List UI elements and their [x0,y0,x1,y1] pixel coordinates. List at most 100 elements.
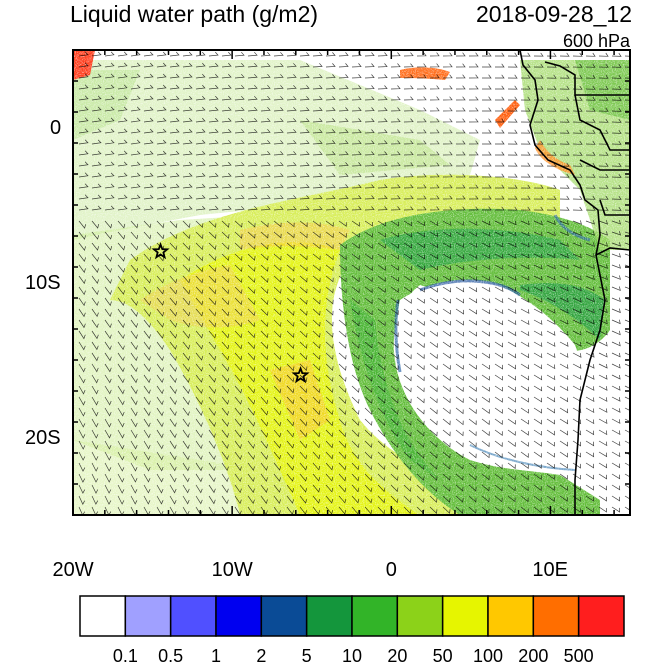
wind-barb [260,150,271,156]
wind-barb [117,319,125,329]
wind-barb [234,297,243,306]
wind-barb [221,418,229,427]
wind-barb [195,264,204,273]
wind-barb [546,96,557,101]
wind-barb [520,341,530,348]
wind-barb [611,230,622,236]
wind-barb [182,418,190,428]
wind-barb [468,195,479,200]
wind-barb [351,308,360,316]
wind-barb [455,129,466,134]
wind-barb [624,242,630,246]
wind-barb [91,495,99,505]
wind-barb [624,231,630,235]
wind-barb [260,473,268,482]
wind-barb [546,396,556,403]
map-plot-area [73,50,630,515]
wind-barb [195,242,204,251]
wind-barb [507,341,517,348]
wind-barb [312,96,323,101]
wind-barb [520,220,530,226]
wind-barb [104,183,115,189]
wind-barb [312,63,323,68]
wind-barb [624,418,630,423]
wind-barb [234,484,242,494]
wind-barb [507,264,517,270]
wind-barb [390,275,399,282]
wind-barb [234,451,242,460]
wind-barb [273,308,282,316]
wind-barb [559,184,570,189]
wind-barb [247,194,258,200]
wind-barb [611,63,622,68]
wind-barb [104,407,112,417]
wind-barb [520,407,529,414]
wind-barb [78,440,86,450]
wind-barb [286,363,295,372]
wind-barb [377,74,388,79]
wind-barb [221,73,232,79]
wind-barb [104,84,115,90]
wind-barb [156,407,164,417]
wind-barb [195,106,206,112]
wind-barb [533,96,544,101]
wind-barb [78,330,86,340]
wind-barb [429,363,438,371]
wind-barb [572,173,583,178]
wind-barb [364,363,373,371]
wind-barb [442,162,453,167]
wind-barb [338,231,347,238]
wind-barb [104,242,113,251]
wind-barb [130,62,141,68]
wind-barb [403,374,412,382]
wind-barb [403,184,414,189]
wind-barb [91,231,100,240]
lat-tick-label: 0 [50,116,62,139]
wind-barb [143,231,152,240]
wind-barb [429,297,438,304]
wind-barb [390,341,399,349]
wind-barb [130,341,138,351]
wind-barb [403,275,412,282]
wind-barb [117,253,126,262]
wind-barb [559,429,569,436]
wind-barb [455,330,464,337]
wind-barb [312,352,321,360]
wind-barb [585,264,595,269]
wind-barb [546,231,556,237]
wind-barb [455,363,464,370]
wind-barb [611,297,621,302]
wind-barb [221,352,230,361]
wind-barb [208,308,217,317]
wind-barb [234,205,245,211]
wind-barb [481,308,491,315]
wind-barb [312,206,323,211]
wind-barb [325,96,336,101]
wind-barb [390,151,401,156]
wind-barb [325,297,334,305]
wind-barb [130,319,138,328]
wind-barb [585,418,595,425]
wind-barb [104,506,112,515]
wind-barb [520,63,531,68]
wind-barb [169,462,177,472]
wind-barb [585,506,594,513]
wind-barb [546,429,555,436]
wind-barb [338,352,347,360]
wind-barb [364,319,373,327]
wind-barb [247,275,256,283]
wind-barb [559,473,568,480]
lat-tick-label: 10S [25,271,61,294]
wind-barb [143,220,152,229]
wind-barb [351,407,360,415]
wind-barb [130,84,141,90]
lon-tick-label: 10W [211,559,253,581]
wind-barb [208,374,217,383]
wind-barb [312,396,321,405]
wind-barb [455,352,464,359]
wind-barb [286,374,295,383]
wind-barb [91,51,102,57]
wind-barb [481,220,491,226]
wind-barb [546,140,557,145]
wind-barb [338,484,347,493]
